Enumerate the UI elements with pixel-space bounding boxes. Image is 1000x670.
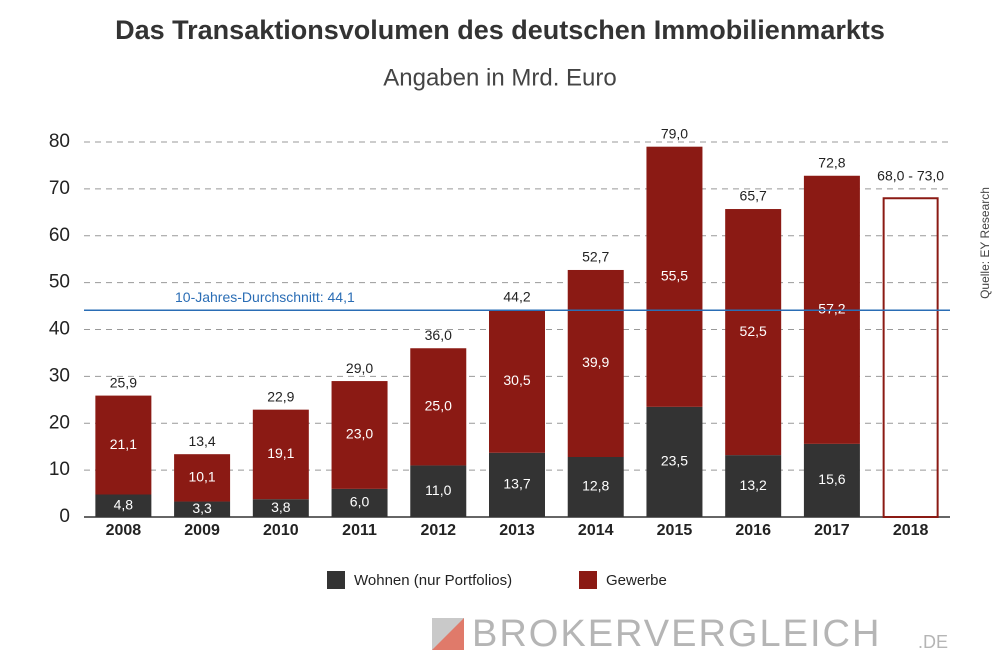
x-tick-label: 2008 xyxy=(106,522,142,539)
bar-segment xyxy=(725,455,782,517)
watermark: BROKERVERGLEICH .DE xyxy=(432,613,948,655)
bar-segment xyxy=(410,348,467,466)
data-label: 21,1 xyxy=(110,436,137,452)
data-label: 25,0 xyxy=(425,398,452,414)
data-label: 6,0 xyxy=(350,494,370,510)
y-tick-label: 0 xyxy=(59,506,70,527)
bar-segment xyxy=(489,309,545,453)
y-tick-label: 20 xyxy=(49,412,70,433)
total-label: 13,4 xyxy=(188,433,215,449)
y-tick-label: 10 xyxy=(49,459,70,480)
x-tick-label: 2017 xyxy=(814,522,850,539)
chart-subtitle: Angaben in Mrd. Euro xyxy=(383,64,616,91)
data-label: 11,0 xyxy=(425,482,451,498)
watermark-brand: BROKERVERGLEICH xyxy=(472,613,881,655)
total-label: 52,7 xyxy=(582,249,609,265)
data-label: 39,9 xyxy=(582,354,609,370)
watermark-suffix: .DE xyxy=(918,632,948,652)
bar-segment xyxy=(725,209,782,456)
data-label: 19,1 xyxy=(267,445,294,461)
total-label: 65,7 xyxy=(740,188,767,204)
bar-segment xyxy=(95,494,152,517)
data-label: 30,5 xyxy=(503,372,530,388)
bar-segment xyxy=(803,443,860,517)
legend-swatch xyxy=(327,571,345,589)
y-tick-label: 70 xyxy=(49,178,70,199)
y-tick-label: 60 xyxy=(49,225,70,246)
data-label: 4,8 xyxy=(114,496,134,512)
x-tick-label: 2015 xyxy=(657,522,693,539)
x-tick-label: 2018 xyxy=(893,522,929,539)
data-label: 3,3 xyxy=(192,500,212,516)
source: Quelle: EY Research xyxy=(978,187,992,299)
data-label: 10,1 xyxy=(188,469,215,485)
chart-title: Das Transaktionsvolumen des deutschen Im… xyxy=(115,15,885,45)
x-tick-label: 2012 xyxy=(420,522,456,539)
total-label: 22,9 xyxy=(267,388,294,404)
x-tick-label: 2011 xyxy=(342,522,377,539)
forecast-bar xyxy=(882,197,939,518)
logo-triangle xyxy=(432,618,464,650)
data-label: 13,7 xyxy=(503,476,530,492)
bar-segment xyxy=(567,269,624,457)
data-label: 57,2 xyxy=(818,301,845,317)
data-label: 52,5 xyxy=(740,323,767,339)
bar-segment xyxy=(489,452,545,517)
y-tick-label: 80 xyxy=(49,131,70,152)
bar-segment xyxy=(95,395,152,495)
y-tick-label: 30 xyxy=(49,365,70,386)
x-tick-label: 2013 xyxy=(499,522,535,539)
data-label: 23,5 xyxy=(661,453,688,469)
bar-segment xyxy=(646,406,703,517)
data-label: 12,8 xyxy=(582,478,609,494)
bar-segment xyxy=(174,501,231,517)
x-tick-label: 2010 xyxy=(263,522,299,539)
total-label: 36,0 xyxy=(425,327,452,343)
x-tick-label: 2009 xyxy=(184,522,220,539)
bar-segment xyxy=(567,457,624,517)
total-label: 79,0 xyxy=(661,125,688,141)
data-label: 15,6 xyxy=(818,471,845,487)
bar-segment xyxy=(252,499,309,517)
bar-segment xyxy=(646,146,703,407)
bar-segment xyxy=(331,381,388,489)
x-tick-label: 2014 xyxy=(578,522,614,539)
total-label: 72,8 xyxy=(818,154,845,170)
bar-segment xyxy=(252,409,309,500)
total-label: 25,9 xyxy=(110,374,137,390)
bar-segment xyxy=(331,488,388,517)
legend-swatch xyxy=(579,571,597,589)
forecast-label: 68,0 - 73,0 xyxy=(877,168,944,184)
total-label: 29,0 xyxy=(346,360,373,376)
y-tick-label: 50 xyxy=(49,272,70,293)
legend-label: Wohnen (nur Portfolios) xyxy=(354,572,512,589)
average-label: 10-Jahres-Durchschnitt: 44,1 xyxy=(175,289,355,305)
y-tick-label: 40 xyxy=(49,319,70,340)
total-label: 44,2 xyxy=(503,289,530,305)
legend-label: Gewerbe xyxy=(606,572,667,589)
data-label: 55,5 xyxy=(661,267,688,283)
data-label: 3,8 xyxy=(271,499,291,515)
x-tick-label: 2016 xyxy=(735,522,771,539)
bar-segment xyxy=(410,465,467,517)
data-label: 13,2 xyxy=(740,477,767,493)
data-label: 23,0 xyxy=(346,426,373,442)
bar-segment xyxy=(174,454,231,502)
